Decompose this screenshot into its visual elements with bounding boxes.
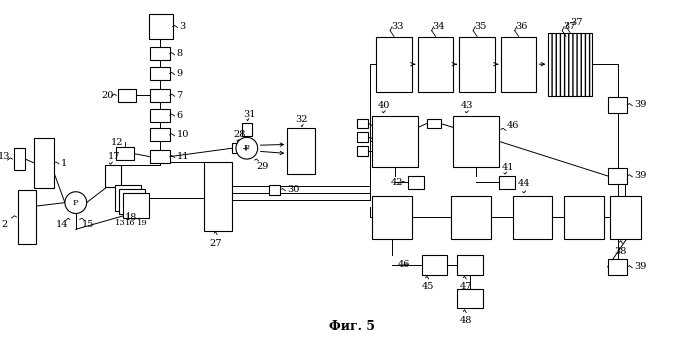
Text: Фиг. 5: Фиг. 5 xyxy=(329,320,375,333)
Bar xyxy=(608,259,628,275)
Bar xyxy=(149,14,172,40)
Text: 13: 13 xyxy=(115,219,126,227)
Text: 36: 36 xyxy=(516,22,528,31)
Bar xyxy=(454,116,499,167)
Text: 1: 1 xyxy=(61,159,67,168)
Text: 45: 45 xyxy=(422,282,434,291)
Bar xyxy=(418,37,454,92)
Bar xyxy=(372,116,418,167)
Text: 30: 30 xyxy=(288,185,299,194)
Text: 43: 43 xyxy=(461,101,473,110)
Bar xyxy=(34,138,54,188)
Text: 39: 39 xyxy=(634,100,647,109)
Bar xyxy=(422,255,447,275)
Text: 32: 32 xyxy=(295,115,308,124)
Bar xyxy=(513,196,552,239)
Bar xyxy=(357,132,369,142)
Bar xyxy=(105,165,121,187)
Text: 46: 46 xyxy=(398,260,410,269)
Text: 37: 37 xyxy=(570,18,583,27)
Bar xyxy=(609,196,641,239)
Bar xyxy=(150,67,170,80)
Text: 15: 15 xyxy=(82,220,94,229)
Bar xyxy=(408,176,424,189)
Bar xyxy=(459,37,495,92)
Text: 2: 2 xyxy=(1,220,8,230)
Text: 31: 31 xyxy=(243,110,255,119)
Text: P: P xyxy=(73,199,79,207)
Text: 29: 29 xyxy=(257,162,269,171)
Bar xyxy=(608,97,628,113)
Text: 47: 47 xyxy=(459,282,472,291)
Bar xyxy=(452,196,491,239)
Text: 39: 39 xyxy=(634,171,647,180)
Bar xyxy=(150,89,170,102)
Bar xyxy=(376,37,412,92)
Circle shape xyxy=(236,137,258,159)
Text: 42: 42 xyxy=(391,178,403,187)
Bar xyxy=(118,89,136,102)
Bar xyxy=(18,190,36,244)
Text: 33: 33 xyxy=(391,22,403,31)
Bar xyxy=(150,150,170,163)
Text: P: P xyxy=(244,144,250,152)
Bar xyxy=(564,196,604,239)
Text: 13: 13 xyxy=(0,152,10,161)
Text: 27: 27 xyxy=(209,239,222,248)
Bar xyxy=(357,119,369,128)
Text: 6: 6 xyxy=(177,111,183,120)
Bar xyxy=(205,162,232,231)
Bar xyxy=(232,143,242,153)
Bar xyxy=(372,196,412,239)
Text: 3: 3 xyxy=(179,22,186,31)
Bar xyxy=(124,193,149,218)
Text: 7: 7 xyxy=(177,91,183,100)
Bar xyxy=(119,189,145,215)
Text: 11: 11 xyxy=(177,152,189,161)
Text: 14: 14 xyxy=(56,220,68,229)
Bar xyxy=(549,32,592,96)
Bar xyxy=(499,176,514,189)
Text: 46: 46 xyxy=(507,121,519,130)
Text: 8: 8 xyxy=(177,49,183,58)
Text: 48: 48 xyxy=(459,316,472,325)
Text: 19: 19 xyxy=(137,219,148,227)
Text: 16: 16 xyxy=(125,219,136,227)
Bar xyxy=(457,289,483,308)
Circle shape xyxy=(65,192,87,214)
Bar xyxy=(457,255,483,275)
Text: 18: 18 xyxy=(125,213,138,222)
Text: 12: 12 xyxy=(110,138,123,147)
Bar xyxy=(150,47,170,60)
Bar xyxy=(608,168,628,184)
Text: 39: 39 xyxy=(634,262,647,271)
Text: 38: 38 xyxy=(614,246,627,256)
Bar xyxy=(15,148,25,170)
Text: 37: 37 xyxy=(563,22,576,31)
Text: 20: 20 xyxy=(101,91,114,100)
Bar xyxy=(242,123,252,136)
Text: 40: 40 xyxy=(378,101,389,110)
Bar xyxy=(150,109,170,122)
Bar xyxy=(288,128,315,174)
Bar xyxy=(117,147,134,160)
Text: 17: 17 xyxy=(107,152,120,161)
Bar xyxy=(115,185,141,211)
Bar xyxy=(357,146,369,156)
Text: +: + xyxy=(242,144,250,153)
Bar xyxy=(150,128,170,141)
Bar xyxy=(501,37,537,92)
Text: 9: 9 xyxy=(177,69,183,78)
Bar xyxy=(426,119,440,128)
Text: 28: 28 xyxy=(233,130,245,139)
Text: 35: 35 xyxy=(474,22,487,31)
Text: 10: 10 xyxy=(177,130,189,139)
Text: 44: 44 xyxy=(518,179,530,188)
Bar xyxy=(269,185,281,195)
Text: 41: 41 xyxy=(502,163,514,171)
Text: 34: 34 xyxy=(433,22,445,31)
